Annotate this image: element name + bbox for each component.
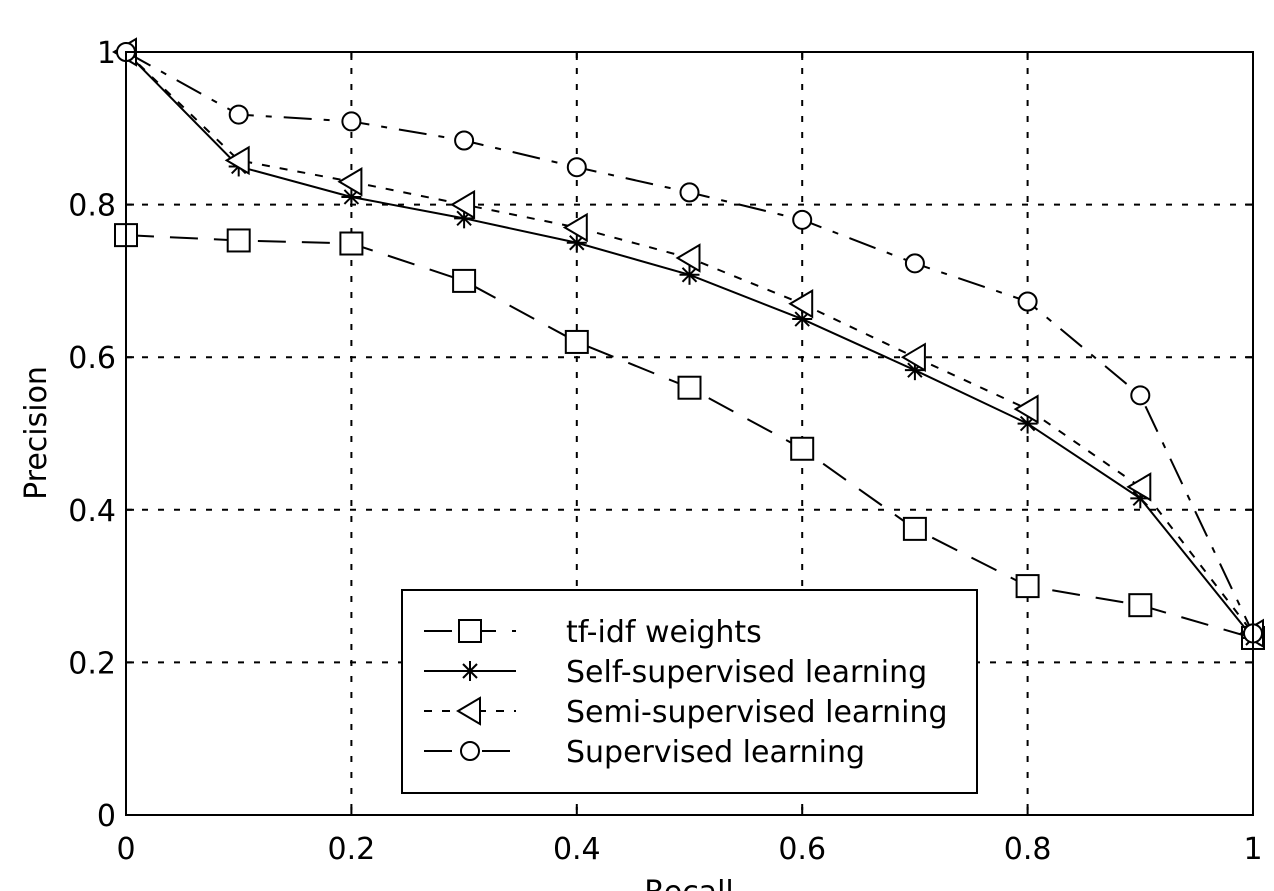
data-point	[341, 186, 362, 207]
legend-entry: Semi-supervised learning	[424, 695, 948, 730]
x-axis-ticks: 0 0.2 0.4 0.6 0.8 1	[116, 52, 1263, 867]
y-tick-label: 1	[97, 36, 116, 71]
data-point	[679, 182, 700, 203]
series-line	[125, 234, 1254, 639]
legend-label: Supervised learning	[566, 735, 865, 770]
legend-label: Self-supervised learning	[566, 655, 927, 690]
legend: tf-idf weights Self-supervised learning Se…	[401, 589, 978, 794]
series-line	[125, 51, 1254, 639]
data-point	[677, 375, 702, 400]
data-point	[341, 111, 362, 132]
data-point	[454, 130, 475, 151]
legend-entries: tf-idf weights Self-supervised learning Se…	[424, 615, 948, 770]
series-line	[125, 51, 1254, 635]
data-point	[1126, 472, 1152, 502]
legend-label: Semi-supervised learning	[566, 695, 948, 730]
plot-frame	[125, 51, 1254, 816]
x-tick-label: 0.2	[328, 832, 376, 867]
data-point	[1017, 291, 1038, 312]
data-point	[566, 157, 587, 178]
legend-entry: Self-supervised learning	[424, 655, 927, 690]
data-point	[904, 253, 925, 274]
x-tick-label: 0.4	[553, 832, 601, 867]
legend-marker	[460, 741, 480, 761]
legend-entry: tf-idf weights	[424, 615, 762, 650]
x-axis-label: Recall	[644, 875, 734, 891]
series-4	[116, 42, 1263, 644]
y-axis-ticks: 0 0.2 0.4 0.6 0.8 1	[68, 36, 1253, 834]
data-point	[224, 145, 250, 176]
data-point	[226, 228, 251, 253]
data-point	[790, 436, 815, 461]
y-tick-label: 0	[97, 799, 116, 834]
data-point	[1015, 574, 1040, 599]
legend-marker	[456, 696, 481, 726]
series-1	[114, 223, 1265, 650]
data-point	[675, 243, 701, 273]
data-point	[339, 231, 364, 256]
data-point	[792, 309, 813, 330]
y-tick-label: 0.8	[68, 189, 116, 224]
y-tick-label: 0.4	[68, 494, 116, 529]
data-point	[1128, 593, 1153, 618]
x-tick-label: 0.6	[778, 832, 826, 867]
series-layer	[112, 37, 1265, 650]
data-point	[450, 189, 476, 220]
series-2	[116, 42, 1263, 648]
data-point	[788, 289, 814, 319]
data-point	[564, 329, 589, 354]
data-point	[1130, 385, 1151, 406]
legend-box	[401, 589, 978, 794]
data-point	[562, 212, 588, 243]
data-point	[228, 104, 249, 125]
y-tick-label: 0.6	[68, 341, 116, 376]
y-axis-label: Precision	[19, 366, 54, 500]
data-point	[902, 516, 927, 541]
y-tick-label: 0.2	[68, 646, 116, 681]
series-3	[112, 37, 1264, 649]
data-point	[679, 264, 700, 285]
data-point	[792, 209, 813, 230]
legend-entry: Supervised learning	[424, 735, 865, 770]
data-point	[452, 268, 477, 293]
data-point	[900, 342, 926, 372]
x-tick-label: 1	[1243, 832, 1262, 867]
series-line	[125, 51, 1254, 634]
x-tick-label: 0.8	[1004, 832, 1052, 867]
x-tick-label: 0	[116, 832, 135, 867]
legend-marker	[458, 619, 482, 643]
data-point	[1013, 394, 1039, 424]
legend-marker	[460, 661, 480, 681]
data-point	[337, 166, 363, 197]
legend-label: tf-idf weights	[566, 615, 762, 650]
